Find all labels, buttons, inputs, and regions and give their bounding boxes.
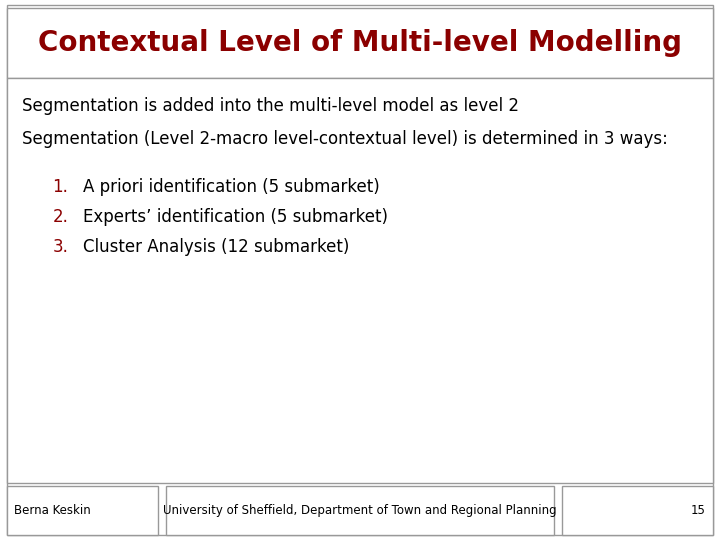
- Bar: [7, 8, 713, 78]
- Text: Contextual Level of Multi-level Modelling: Contextual Level of Multi-level Modellin…: [38, 29, 682, 57]
- Text: Experts’ identification (5 submarket): Experts’ identification (5 submarket): [83, 208, 388, 226]
- Bar: [562, 486, 713, 535]
- Text: University of Sheffield, Department of Town and Regional Planning: University of Sheffield, Department of T…: [163, 504, 557, 517]
- Text: Cluster Analysis (12 submarket): Cluster Analysis (12 submarket): [83, 238, 349, 255]
- Text: A priori identification (5 submarket): A priori identification (5 submarket): [83, 178, 379, 196]
- Bar: [7, 486, 158, 535]
- Bar: [166, 486, 554, 535]
- Text: 1.: 1.: [53, 178, 68, 196]
- Text: 2.: 2.: [53, 208, 68, 226]
- Text: Berna Keskin: Berna Keskin: [14, 504, 91, 517]
- Text: 15: 15: [690, 504, 706, 517]
- Text: Segmentation (Level 2-macro level-contextual level) is determined in 3 ways:: Segmentation (Level 2-macro level-contex…: [22, 130, 667, 147]
- Bar: [7, 78, 713, 483]
- Text: Segmentation is added into the multi-level model as level 2: Segmentation is added into the multi-lev…: [22, 97, 518, 115]
- Text: 3.: 3.: [53, 238, 68, 255]
